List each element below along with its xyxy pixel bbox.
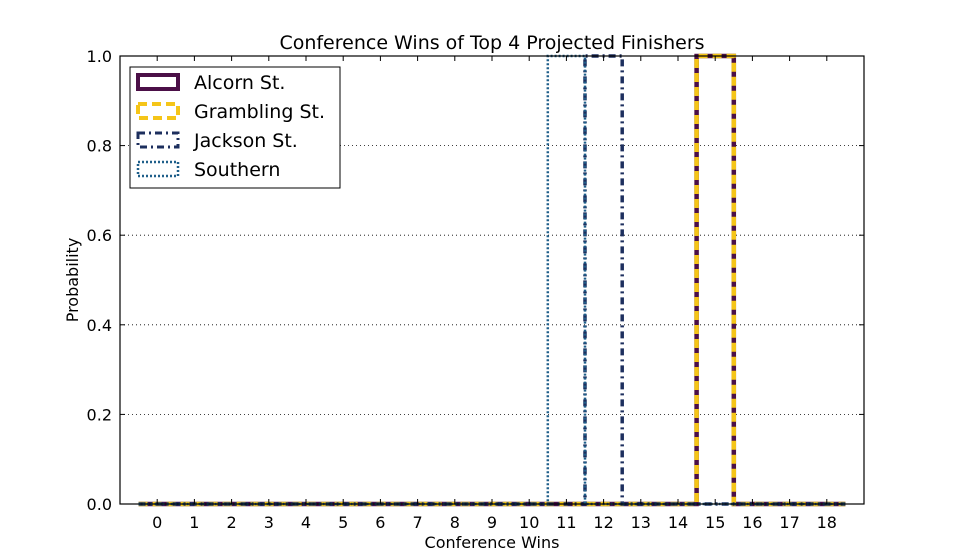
x-tick-label: 15 [705,513,725,532]
legend-swatch [136,160,180,178]
x-tick-label: 11 [556,513,576,532]
legend-label: Jackson St. [193,130,298,152]
x-tick-label: 0 [152,513,162,532]
x-tick-label: 10 [519,513,539,532]
legend-label: Alcorn St. [194,72,285,94]
legend: Alcorn St. Grambling St. Jackson St. Southe… [129,66,341,189]
x-tick-label: 5 [338,513,348,532]
x-tick-label: 7 [413,513,423,532]
legend-label: Grambling St. [194,101,325,123]
y-tick-label: 0.6 [87,226,112,245]
y-tick-label: 0.8 [87,137,112,156]
x-tick-label: 16 [742,513,762,532]
x-tick-label: 4 [301,513,311,532]
x-tick-label: 17 [779,513,799,532]
legend-label: Southern [194,159,280,181]
x-tick-label: 3 [264,513,274,532]
chart-title: Conference Wins of Top 4 Projected Finis… [279,32,704,54]
x-tick-label: 14 [668,513,688,532]
x-tick-label: 1 [189,513,199,532]
legend-swatch [136,131,180,149]
y-axis-title: Probability [63,238,82,323]
x-axis-title: Conference Wins [425,533,560,552]
y-tick-label: 1.0 [87,47,112,66]
x-tick-label: 12 [593,513,613,532]
y-tick-label: 0.4 [87,316,112,335]
y-tick-label: 0.2 [87,405,112,424]
y-tick-label: 0.0 [87,495,112,514]
x-tick-label: 9 [487,513,497,532]
tick-layer: 0.00.20.40.60.81.00 1 2 3 4 5 6 7 8 9 10 11 12 13 14 15… [87,47,864,532]
x-tick-label: 18 [817,513,837,532]
x-tick-label: 13 [631,513,651,532]
x-tick-label: 2 [227,513,237,532]
x-tick-label: 8 [450,513,460,532]
x-tick-label: 6 [375,513,385,532]
legend-swatch [136,73,180,91]
legend-swatch [136,102,180,120]
